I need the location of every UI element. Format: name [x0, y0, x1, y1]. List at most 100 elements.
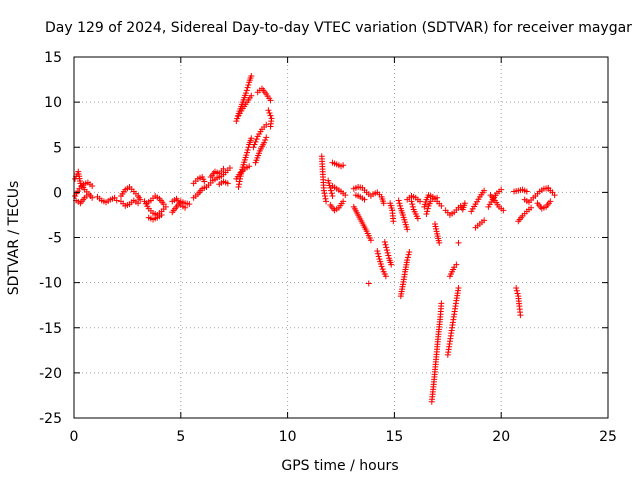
data-point	[137, 196, 144, 203]
data-point	[265, 107, 272, 114]
data-point	[514, 290, 521, 297]
data-point	[89, 183, 96, 190]
data-point	[267, 112, 274, 119]
x-tick-label: 0	[70, 429, 79, 445]
y-tick-label: -20	[39, 366, 62, 382]
data-point	[253, 136, 260, 143]
data-point	[263, 134, 270, 141]
data-point	[455, 285, 462, 292]
data-point	[382, 241, 389, 248]
data-point	[383, 244, 390, 251]
data-point	[384, 249, 391, 256]
data-point	[322, 195, 329, 202]
data-point	[250, 144, 257, 151]
y-tick-label: -10	[39, 276, 62, 292]
data-point	[85, 191, 92, 198]
data-point	[236, 181, 243, 188]
data-point	[375, 250, 382, 257]
data-point	[528, 204, 535, 211]
data-point	[375, 253, 382, 260]
data-point	[266, 109, 273, 116]
data-point	[379, 266, 386, 273]
data-point	[374, 248, 381, 255]
data-point	[438, 300, 445, 307]
data-point	[453, 261, 460, 268]
data-point	[251, 141, 258, 148]
data-point	[235, 183, 242, 190]
data-point	[405, 251, 412, 258]
data-point	[390, 218, 397, 225]
data-point	[481, 217, 488, 224]
data-point	[321, 192, 328, 199]
data-point	[513, 285, 520, 292]
data-point	[517, 312, 524, 319]
data-point	[381, 239, 388, 246]
data-point	[267, 97, 274, 104]
data-point	[438, 202, 445, 209]
data-point	[383, 247, 390, 254]
data-point	[89, 194, 96, 201]
data-point	[224, 180, 231, 187]
data-point	[406, 248, 413, 255]
y-tick-label: 5	[53, 140, 62, 156]
y-tick-label: -15	[39, 321, 62, 337]
data-point	[367, 237, 374, 244]
data-point	[404, 254, 411, 261]
data-point	[220, 165, 227, 172]
data-point	[342, 192, 349, 199]
x-tick-label: 15	[385, 429, 403, 445]
data-point	[244, 84, 251, 91]
data-point	[113, 197, 120, 204]
y-tick-label: 10	[44, 95, 62, 111]
data-point	[158, 211, 165, 218]
data-point	[135, 200, 142, 207]
data-point	[340, 198, 347, 205]
y-tick-label: 0	[53, 185, 62, 201]
data-point	[395, 197, 402, 204]
data-point	[404, 226, 411, 233]
data-point	[396, 200, 403, 207]
data-point	[382, 273, 389, 280]
data-point	[226, 165, 233, 172]
x-tick-label: 5	[176, 429, 185, 445]
data-point	[378, 263, 385, 270]
data-point	[388, 261, 395, 268]
data-point	[328, 190, 335, 197]
grid-lines	[74, 57, 608, 418]
axis-ticks: 0 5 10 15 20 25 -25 -20 -15 -10 -5 0 5 10 15	[39, 50, 617, 445]
data-point	[423, 211, 430, 218]
data-point	[320, 187, 327, 194]
data-point	[242, 90, 249, 97]
data-point	[498, 186, 505, 193]
data-point	[385, 252, 392, 259]
data-point	[321, 190, 328, 197]
data-point	[323, 198, 330, 205]
y-tick-label: -5	[48, 231, 62, 247]
data-point	[547, 198, 554, 205]
data-point	[461, 200, 468, 207]
data-point	[186, 201, 193, 208]
data-point	[397, 202, 404, 209]
data-point	[244, 149, 251, 156]
x-tick-label: 25	[599, 429, 617, 445]
data-point	[424, 205, 431, 212]
data-point	[201, 178, 208, 185]
x-tick-label: 10	[279, 429, 297, 445]
data-point	[513, 287, 520, 294]
data-points	[72, 72, 558, 405]
data-point	[414, 215, 421, 222]
y-tick-label: 15	[44, 50, 62, 66]
data-point	[455, 239, 462, 246]
y-axis-label: SDTVAR / TECUs	[6, 181, 22, 296]
data-point	[245, 81, 252, 88]
data-point	[340, 162, 347, 169]
data-point	[434, 194, 441, 201]
data-point	[263, 121, 270, 128]
data-point	[252, 138, 259, 145]
data-point	[404, 257, 411, 264]
data-point	[523, 188, 530, 195]
data-point	[500, 207, 507, 214]
x-axis-label: GPS time / hours	[281, 458, 398, 474]
data-point	[329, 192, 336, 199]
